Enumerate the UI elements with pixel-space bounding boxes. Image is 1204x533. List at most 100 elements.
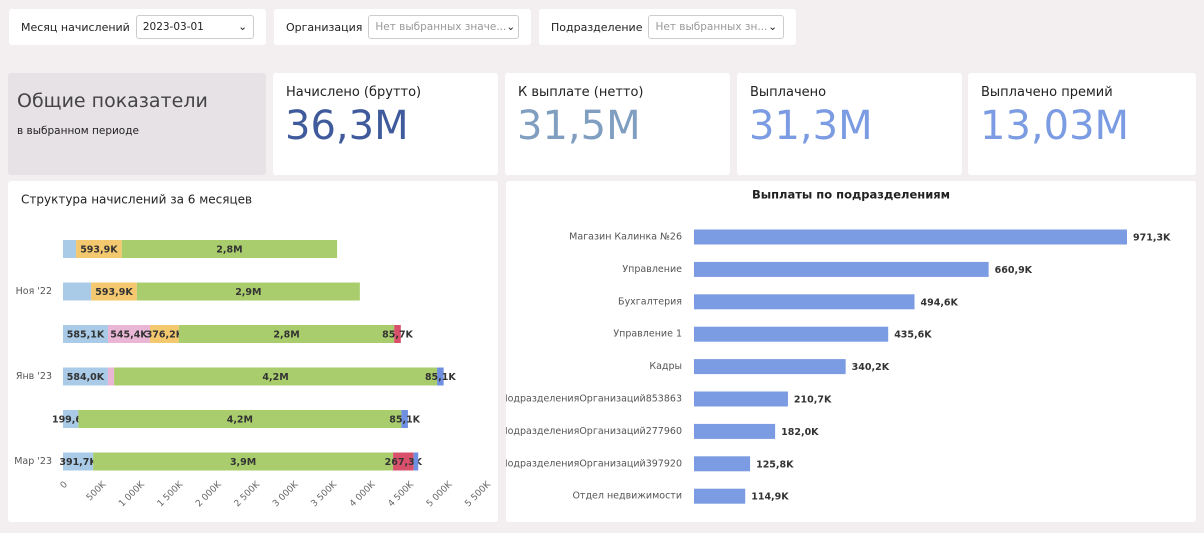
filter-label: Организация [286,20,363,34]
data-label: 971,3K [1133,233,1171,244]
data-label: 85,1K [425,372,456,383]
bar [694,456,751,472]
kpi-card: Выплачено премий 13,03M [968,73,1196,175]
x-tick-label: 5 000K [425,479,455,509]
kpi-value: 31,5M [517,103,641,149]
data-label: 2,8M [216,245,242,256]
filter[interactable]: Месяц начислений 2023-03-01 ⌄ [9,9,266,45]
x-tick-label: 1 500K [156,479,186,509]
bar-segment [63,282,92,301]
data-label: 85,1K [389,415,420,426]
x-tick-label: 4 000K [348,479,378,509]
bar-segment [136,282,360,301]
kpi-label: Начислено (брутто) [286,85,422,100]
data-label: 435,6K [894,330,932,341]
filter-select[interactable]: 2023-03-01 ⌄ [135,15,254,39]
x-tick-label: 2 000K [194,479,224,509]
bar-segment [178,325,395,343]
summary-title: Общие показатели [17,90,208,112]
x-tick-label: 1 000K [117,479,147,509]
data-label: 125,8K [756,459,794,470]
filter-label: Подразделение [551,20,643,34]
bar-segment [63,325,108,343]
bar-segment [91,282,137,301]
data-label: 4,2M [262,372,288,383]
kpi-value: 31,3M [749,103,873,149]
chevron: ⌄ [506,21,516,33]
bar-segment [63,240,77,258]
filter-value: 2023-03-01 [142,21,204,33]
y-tick-label: ПодразделенияОрганизаций853863 [506,394,682,405]
data-label: 391,7K [59,457,97,468]
bar-segment [394,325,401,343]
bar-segment [63,410,79,428]
y-tick-label: ПодразделенияОрганизаций397920 [506,458,682,469]
x-tick-label: 0 [59,480,70,491]
filter-select[interactable]: Нет выбранных значе... ⌄ [368,15,519,39]
data-label: 376,2K [146,330,184,341]
data-label: 584,0K [67,372,105,383]
data-label: 210,7K [794,395,832,406]
bar-segment [413,452,419,471]
bar-segment [63,452,94,471]
summary-card: Общие показатели в выбранном периоде [8,73,266,175]
bar [694,391,788,407]
data-label: 182,0K [781,427,819,438]
x-tick-label: 2 500K [233,479,263,509]
bar [694,326,889,342]
bar-segment [78,410,402,428]
data-label: 340,2K [852,362,890,373]
y-tick-label: Бухгалтерия [618,296,682,307]
bar-segment [76,240,122,258]
y-tick-label: Мар '23 [14,456,52,467]
y-tick-label: ПодразделенияОрганизаций277960 [506,426,682,437]
data-label: 2,9M [235,287,261,298]
kpi-card: К выплате (нетто) 31,5M [505,73,730,175]
bar-segment [149,325,179,343]
data-label: 114,9K [751,492,789,503]
y-tick-label: Отдел недвижимости [572,491,682,502]
kpi-label: Выплачено премий [981,85,1113,100]
bar-segment [107,325,150,343]
x-tick-label: 3 500K [310,479,340,509]
bar-segment [437,367,444,386]
y-tick-label: Управление [622,264,682,275]
chart: Структура начислений за 6 месяцев 0 500K 1 … [14,193,493,510]
filter[interactable]: Организация Нет выбранных значе... ⌄ [274,9,531,45]
kpi-label: К выплате (нетто) [518,85,644,100]
summary-subtitle: в выбранном периоде [17,125,139,137]
bar-segment [93,452,394,471]
x-tick-label: 500K [85,479,109,503]
bar-segment [63,367,108,386]
bar [694,359,846,375]
kpi-label: Выплачено [750,85,827,100]
chevron: ⌄ [768,21,777,33]
bar-segment [393,452,414,471]
kpi-value: 36,3M [285,103,409,149]
data-label: 267,3K [385,457,423,468]
x-tick-label: 3 000K [271,479,301,509]
y-tick-label: Янв '23 [16,371,52,382]
kpi-value: 13,03M [980,103,1130,149]
y-tick-label: Управление 1 [613,329,682,340]
chart-title: Выплаты по подразделениям [752,188,950,202]
filter-label: Месяц начислений [21,20,130,34]
chart-panel: Выплаты по подразделениям Магазин Калинка… [500,181,1196,522]
filter[interactable]: Подразделение Нет выбранных зн... ⌄ [539,9,796,45]
chevron: ⌄ [238,21,247,33]
filter-select[interactable]: Нет выбранных зн... ⌄ [648,15,784,39]
y-tick-label: Ноя '22 [16,286,52,297]
data-label: 4,2M [227,415,253,426]
kpi-card: Выплачено 31,3M [737,73,962,175]
data-label: 660,9K [995,265,1033,276]
data-label: 199,6K [52,415,90,426]
data-label: 2,8M [273,330,299,341]
x-tick-label: 5 500K [463,479,493,509]
bar-segment [121,240,338,258]
chart: Выплаты по подразделениям Магазин Калинка… [500,188,1171,504]
y-tick-label: Магазин Калинка №26 [569,232,682,243]
bar [694,488,746,504]
chart-panel: Структура начислений за 6 месяцев 0 500K 1 … [8,181,498,522]
data-label: 545,4K [110,330,148,341]
